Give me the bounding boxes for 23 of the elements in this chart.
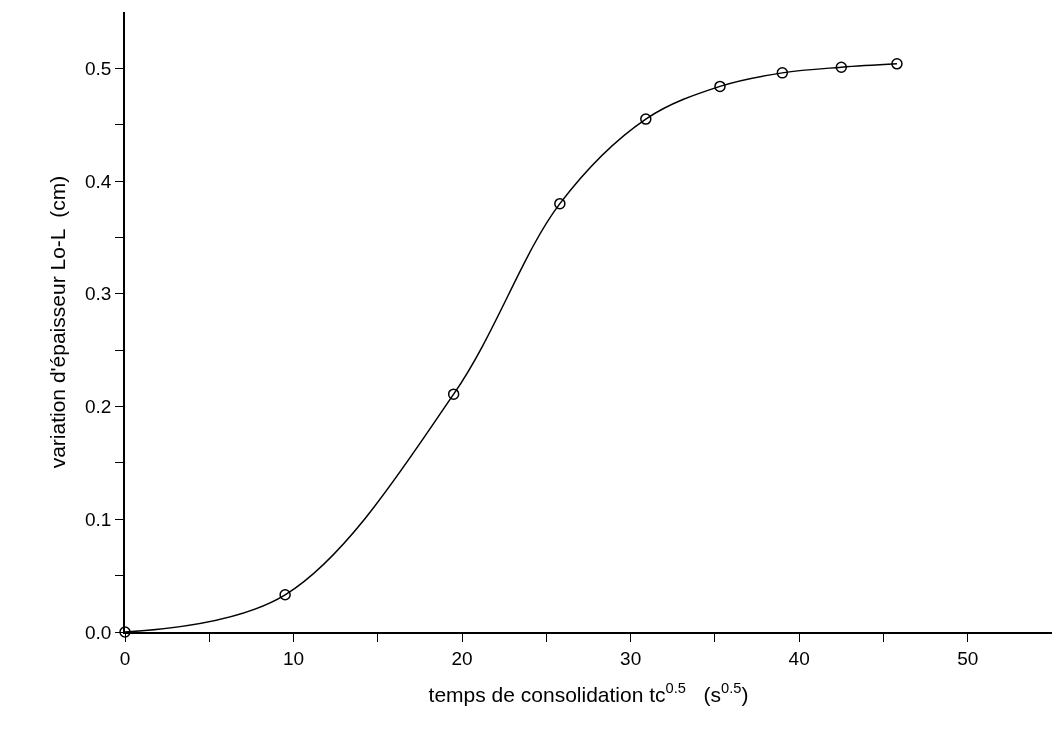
point	[554, 197, 566, 210]
point	[835, 61, 848, 73]
y-axis-title: variation d'épaisseur Lo-L (cm)	[45, 175, 69, 469]
y-tick-label: 0.1	[85, 508, 112, 530]
x-tick-label: 30	[620, 647, 642, 669]
point	[279, 589, 291, 601]
y-tick-label: 0.0	[85, 621, 112, 643]
point	[891, 58, 903, 70]
point	[714, 80, 726, 93]
y-tick-label: 0.2	[85, 396, 112, 418]
point	[119, 626, 131, 638]
x-tick-label: 40	[788, 647, 810, 669]
y-tick-label: 0.3	[85, 283, 112, 305]
x-tick-label: 0	[119, 647, 131, 669]
x-tick-label: 50	[957, 647, 979, 669]
y-tick-label: 0.4	[85, 170, 112, 192]
point	[776, 67, 789, 79]
y-tick-label: 0.5	[85, 58, 112, 80]
point	[447, 388, 460, 400]
point	[640, 113, 652, 125]
x-tick-label: 10	[282, 647, 305, 669]
x-tick-label: 20	[451, 647, 473, 669]
x-axis-title: temps de consolidation tc$^{0.5}$ (s$^{0.5}$)	[428, 680, 749, 707]
